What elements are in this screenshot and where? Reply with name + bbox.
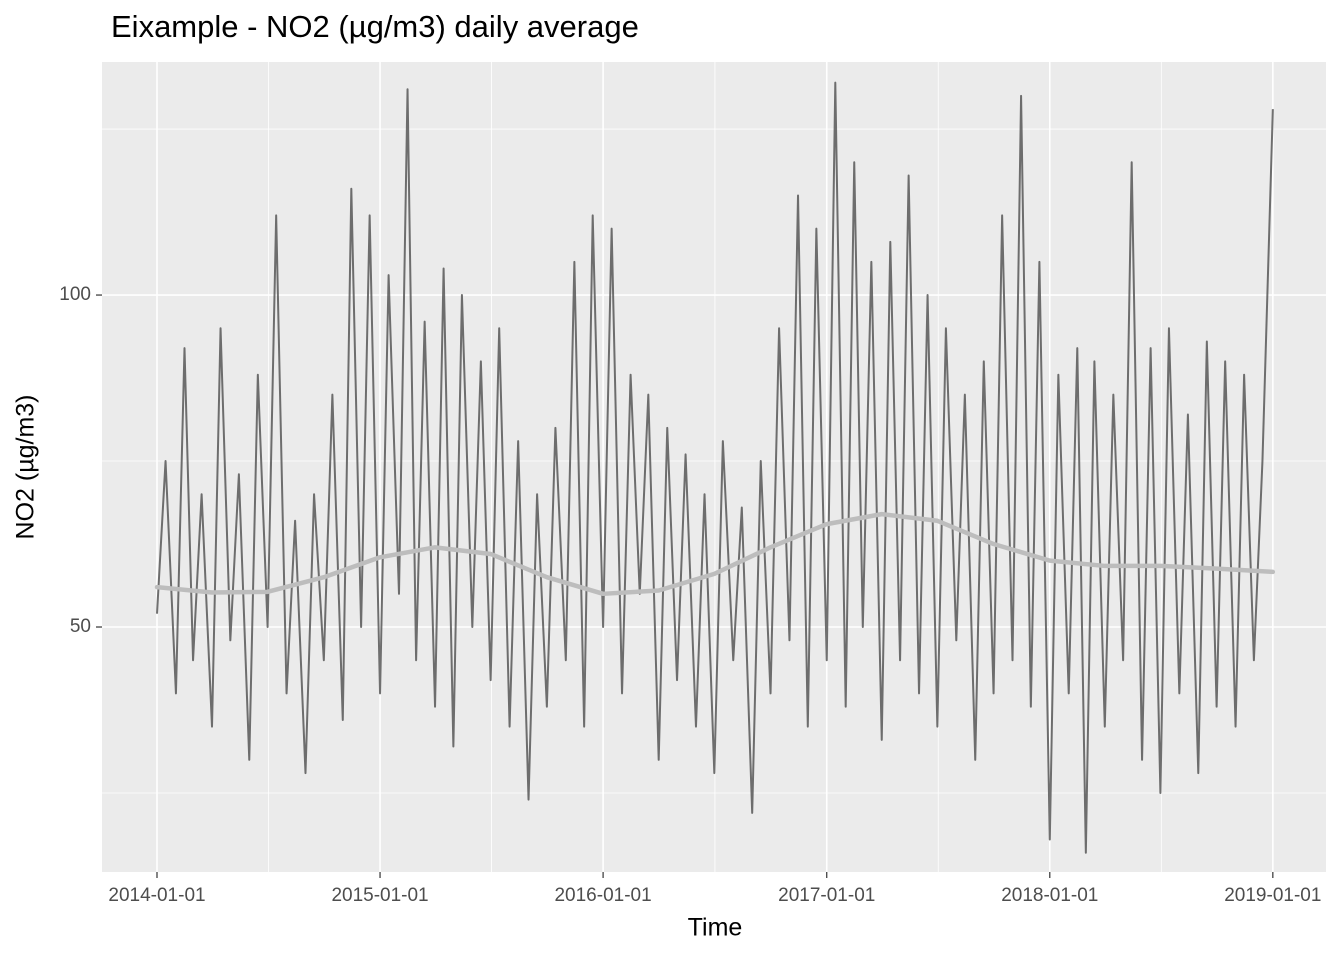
x-tick-label: 2014-01-01 xyxy=(108,885,205,906)
data-line xyxy=(156,81,1274,854)
y-axis-title: NO2 (µg/m3) xyxy=(12,395,40,540)
x-tick-label: 2016-01-01 xyxy=(554,885,651,906)
x-tick-label: 2019-01-01 xyxy=(1224,885,1321,906)
chart-title: Eixample - NO2 (µg/m3) daily average xyxy=(111,9,639,44)
x-tick-label: 2017-01-01 xyxy=(778,885,875,906)
x-tick-label: 2018-01-01 xyxy=(1001,885,1098,906)
smooth-line xyxy=(154,511,1276,597)
x-tick-label: 2015-01-01 xyxy=(331,885,428,906)
x-axis-title: Time xyxy=(688,914,743,942)
y-tick-label: 50 xyxy=(70,616,91,637)
y-tick-label: 100 xyxy=(59,284,91,305)
